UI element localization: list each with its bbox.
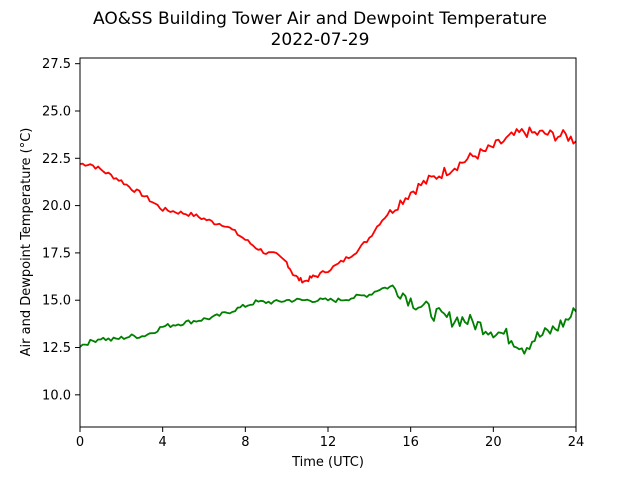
y-tick-label: 10.0 <box>42 388 71 403</box>
x-tick-label: 20 <box>485 435 502 450</box>
series-layer <box>79 126 577 355</box>
x-tick-label: 8 <box>241 435 249 450</box>
x-tick-label: 16 <box>402 435 419 450</box>
x-axis: 0 4 8 12 16 20 24 <box>76 427 584 450</box>
x-tick-label: 0 <box>76 435 84 450</box>
y-tick-label: 15.0 <box>42 294 71 309</box>
y-tick-label: 20.0 <box>42 199 71 214</box>
y-tick-label: 17.5 <box>42 246 71 261</box>
chart-subtitle: 2022-07-29 <box>271 30 370 50</box>
plot-frame <box>79 57 577 428</box>
y-axis-label: Air and Dewpoint Temperature (°C) <box>19 128 34 357</box>
air-temperature-line <box>79 126 577 284</box>
chart-title: AO&SS Building Tower Air and Dewpoint Te… <box>93 9 547 29</box>
x-tick-label: 12 <box>320 435 337 450</box>
y-tick-label: 25.0 <box>42 104 71 119</box>
y-axis: 10.0 12.5 15.0 17.5 20.0 22.5 25.0 27.5 <box>42 57 80 403</box>
y-tick-label: 12.5 <box>42 341 71 356</box>
x-axis-label: Time (UTC) <box>291 455 364 470</box>
dewpoint-temperature-line <box>79 284 577 355</box>
y-tick-label: 27.5 <box>42 57 71 72</box>
y-tick-label: 22.5 <box>42 152 71 167</box>
x-tick-label: 24 <box>568 435 585 450</box>
x-tick-label: 4 <box>159 435 167 450</box>
